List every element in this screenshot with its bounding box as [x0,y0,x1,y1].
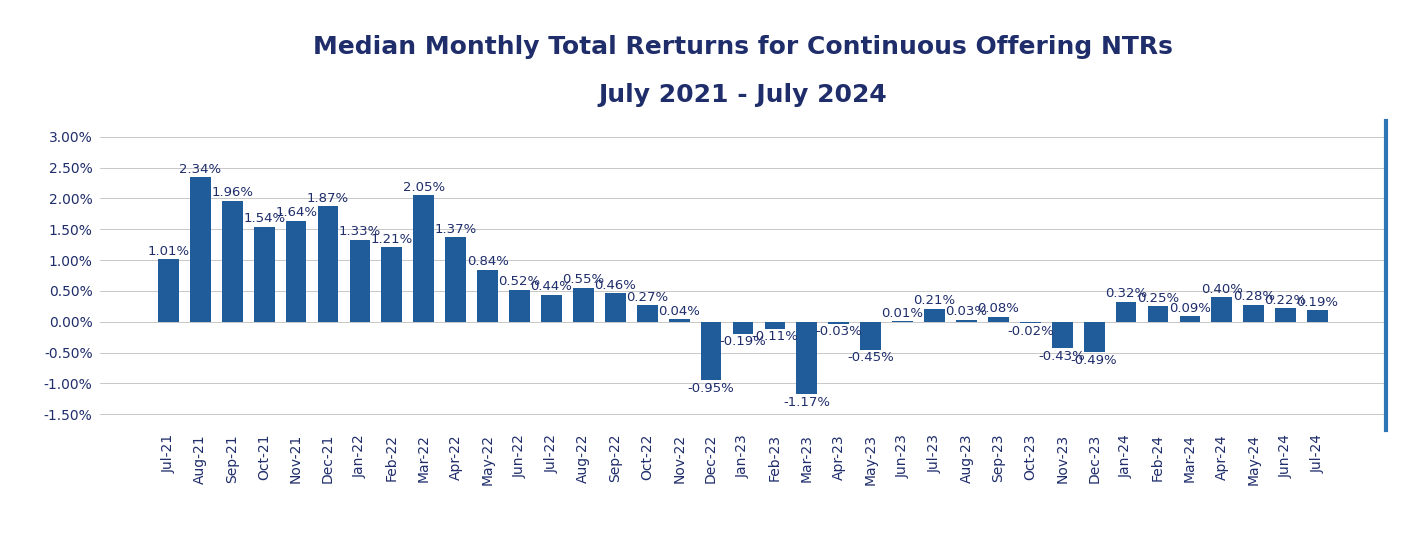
Text: 1.64%: 1.64% [274,206,317,219]
Text: 0.55%: 0.55% [562,273,604,287]
Bar [350,240,370,322]
Bar [1148,306,1169,322]
Bar [1116,302,1136,322]
Text: -0.03%: -0.03% [815,325,862,338]
Bar [1179,316,1200,322]
Text: 2.34%: 2.34% [179,163,222,176]
Text: 1.96%: 1.96% [212,186,253,199]
Bar [381,247,402,322]
Bar [956,320,977,322]
Bar [317,207,338,322]
Text: 0.28%: 0.28% [1233,290,1274,303]
Bar [1020,322,1041,323]
Text: 2.05%: 2.05% [402,181,445,194]
Text: 1.33%: 1.33% [338,225,381,238]
Text: 0.03%: 0.03% [946,305,987,318]
Bar [860,322,882,349]
Bar [1212,297,1233,322]
Bar [509,290,530,322]
Bar [892,321,913,322]
Text: -0.95%: -0.95% [688,382,734,395]
Bar [924,309,944,322]
Bar [796,322,818,394]
Text: -0.19%: -0.19% [720,335,766,348]
Bar [414,195,434,322]
Bar [158,260,179,322]
Text: 0.08%: 0.08% [977,302,1020,315]
Text: 0.40%: 0.40% [1200,283,1243,295]
Bar [701,322,721,380]
Text: 0.44%: 0.44% [530,280,573,293]
Bar [1307,310,1328,322]
Text: 0.25%: 0.25% [1138,292,1179,305]
Text: 0.22%: 0.22% [1264,294,1307,307]
Text: -0.49%: -0.49% [1071,354,1118,366]
Bar [286,220,307,322]
Text: 0.04%: 0.04% [658,305,700,318]
Bar [604,293,626,322]
Text: 0.46%: 0.46% [594,279,636,292]
Bar [253,227,274,322]
Bar [222,201,243,322]
Text: -0.45%: -0.45% [848,351,894,364]
Title: Median Monthly Total Rerturns for Continuous Offering NTRs

July 2021 - July 202: Median Monthly Total Rerturns for Contin… [313,35,1173,107]
Bar [1052,322,1072,348]
Text: -1.17%: -1.17% [784,396,830,408]
Bar [1243,305,1264,322]
Bar [829,322,849,323]
Bar [732,322,754,333]
Bar [191,177,210,322]
Bar [1084,322,1105,352]
Text: 0.09%: 0.09% [1169,302,1210,315]
Bar [1276,308,1295,322]
Bar [988,317,1008,322]
Text: 1.21%: 1.21% [371,233,412,246]
Text: 0.27%: 0.27% [626,290,668,304]
Text: -0.11%: -0.11% [751,330,798,343]
Bar [573,288,594,322]
Text: 1.54%: 1.54% [243,212,286,225]
Text: 0.01%: 0.01% [882,306,924,320]
Text: 0.32%: 0.32% [1105,288,1148,300]
Text: 1.01%: 1.01% [148,245,189,258]
Text: 1.37%: 1.37% [435,223,476,236]
Bar [668,320,690,322]
Text: 0.19%: 0.19% [1297,295,1338,309]
Text: 0.52%: 0.52% [499,275,540,288]
Bar [765,322,785,328]
Text: 0.21%: 0.21% [913,294,956,307]
Bar [542,295,562,322]
Text: 0.84%: 0.84% [466,256,509,268]
Text: -0.43%: -0.43% [1039,350,1085,363]
Text: -0.02%: -0.02% [1007,325,1054,338]
Bar [445,237,466,322]
Bar [637,305,657,322]
Bar [478,270,498,322]
Text: 1.87%: 1.87% [307,192,348,205]
